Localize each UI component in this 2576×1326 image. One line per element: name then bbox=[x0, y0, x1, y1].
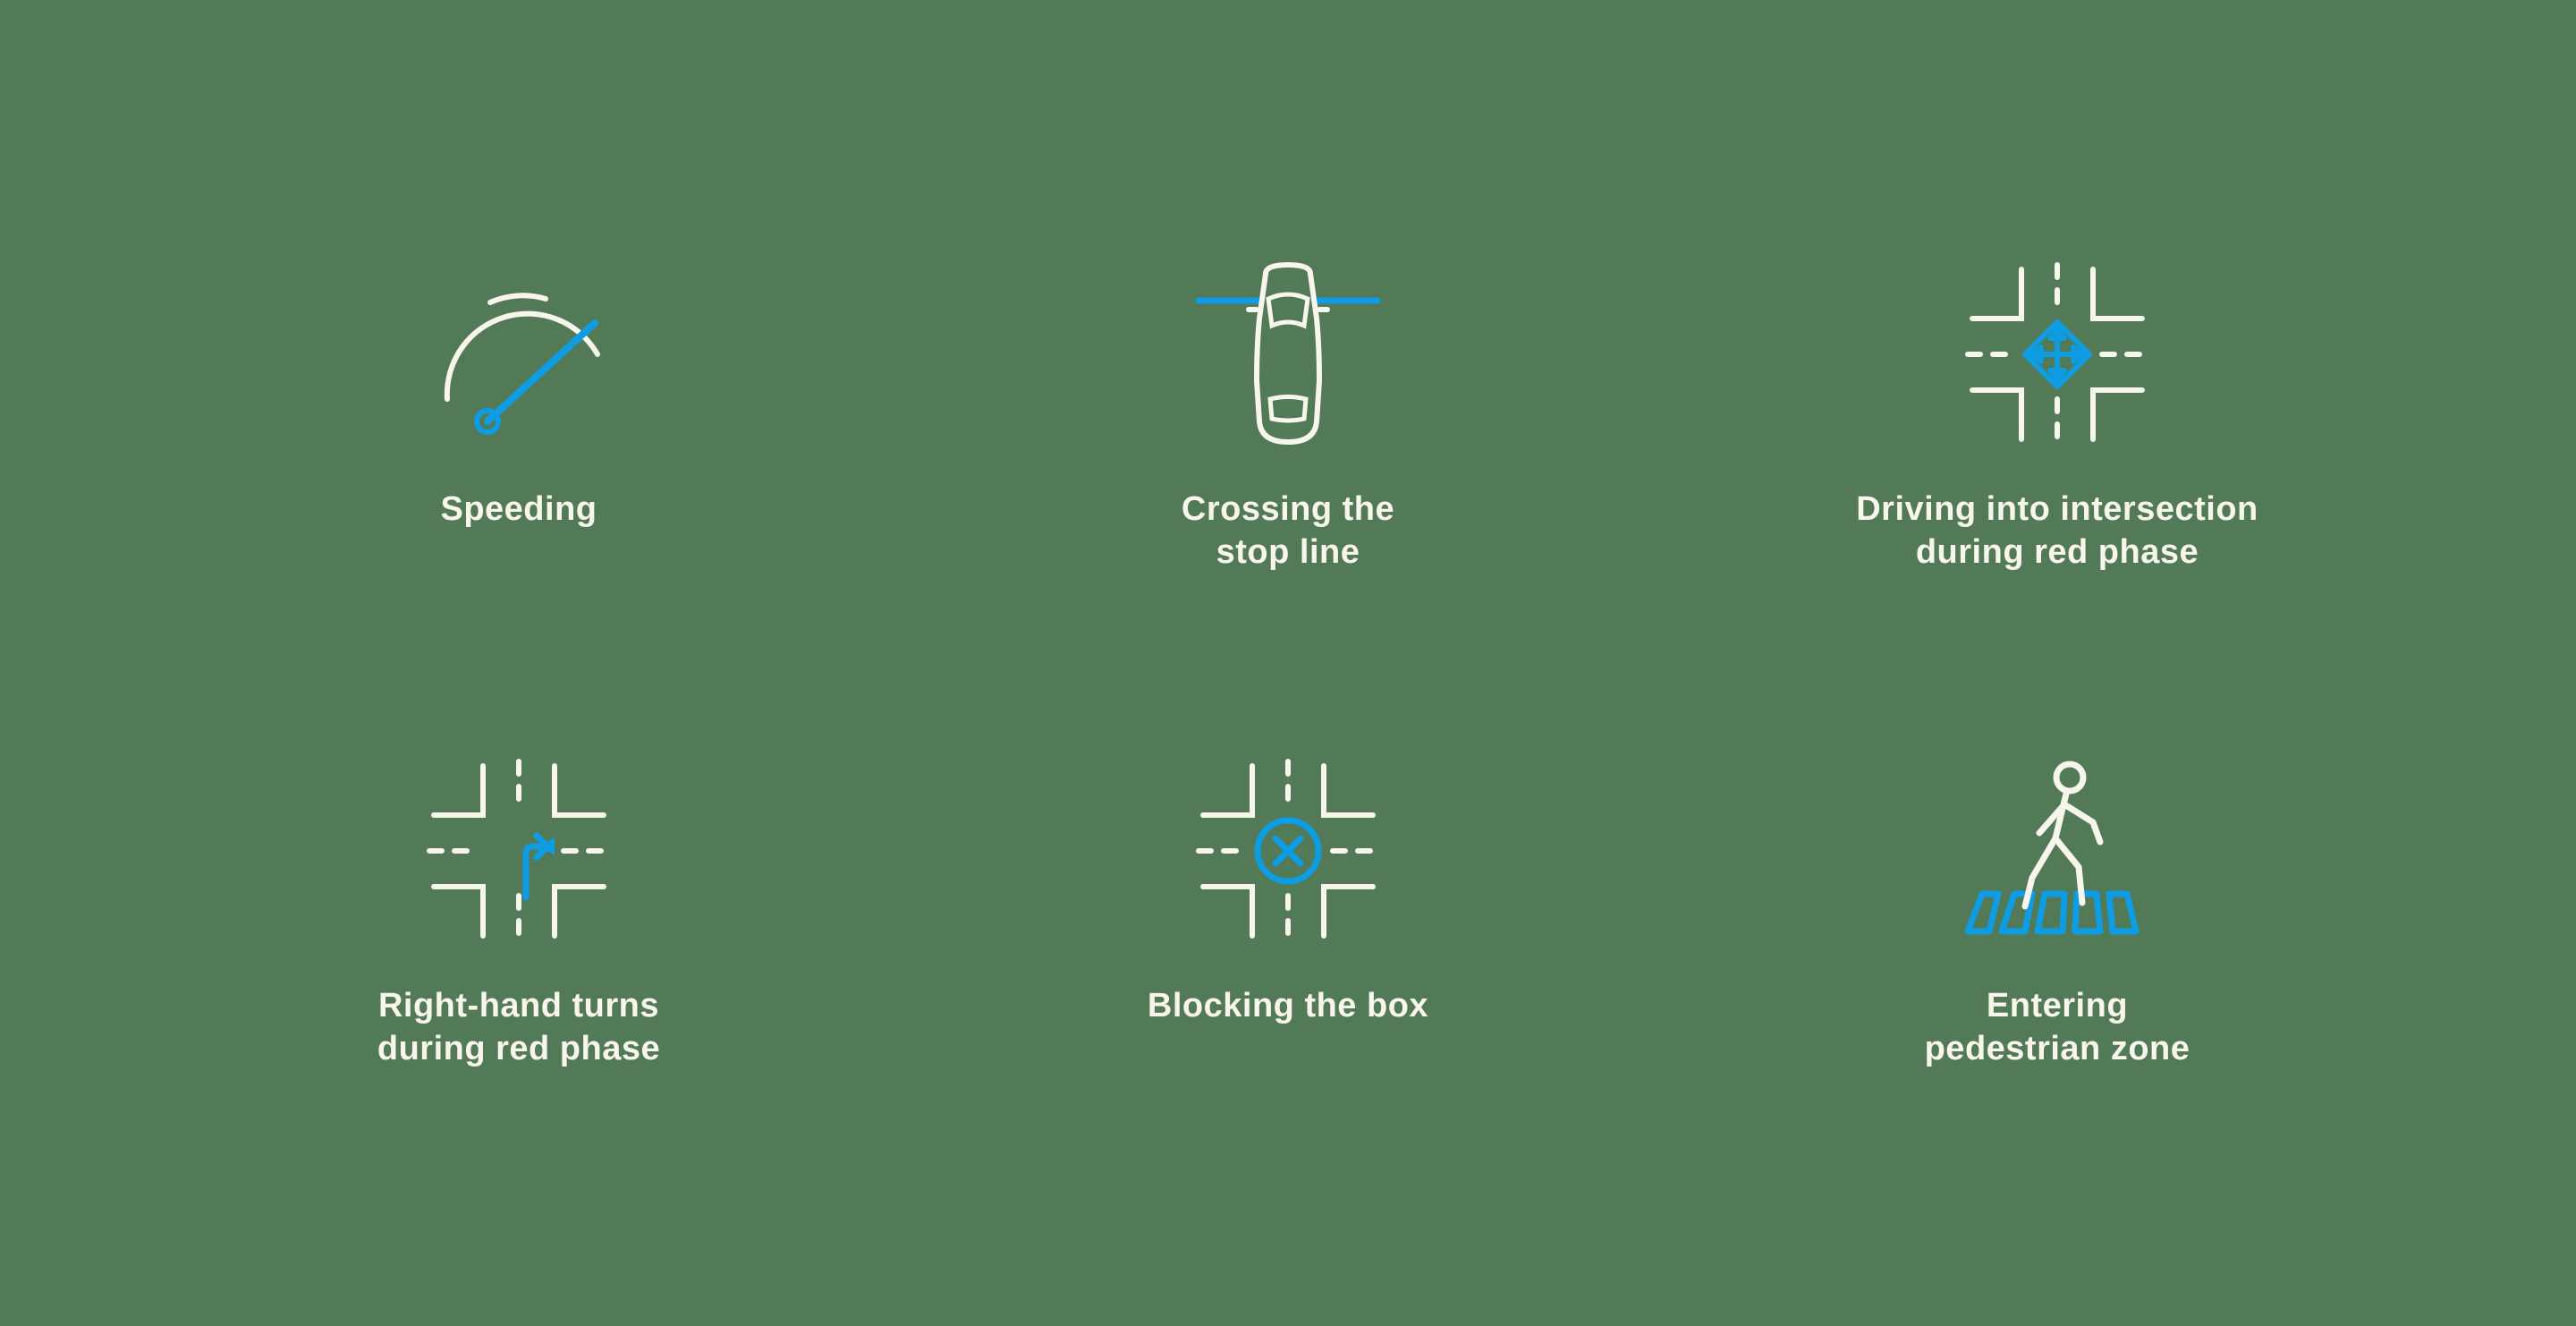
violation-item: Driving into intersection during red pha… bbox=[1807, 256, 2308, 574]
violation-item: Crossing the stop line bbox=[1038, 256, 1538, 574]
violation-label: Blocking the box bbox=[1148, 985, 1428, 1028]
violation-item: Right-hand turns during red phase bbox=[268, 752, 769, 1070]
intersection-red-phase-icon bbox=[1950, 256, 2165, 453]
crossing-stop-line-icon bbox=[1181, 256, 1395, 453]
violation-label: Entering pedestrian zone bbox=[1925, 985, 2190, 1070]
violation-label: Driving into intersection during red pha… bbox=[1856, 489, 2258, 574]
blocking-box-icon bbox=[1181, 752, 1395, 949]
violation-item: Speeding bbox=[268, 256, 769, 574]
right-turn-red-icon bbox=[411, 752, 626, 949]
violation-item: Entering pedestrian zone bbox=[1807, 752, 2308, 1070]
violation-label: Right-hand turns during red phase bbox=[377, 985, 660, 1070]
speeding-icon bbox=[411, 256, 626, 453]
violation-label: Crossing the stop line bbox=[1182, 489, 1394, 574]
violation-label: Speeding bbox=[440, 489, 597, 531]
violations-grid: Speeding Crossing the stop line bbox=[268, 256, 2308, 1070]
pedestrian-zone-icon bbox=[1950, 752, 2165, 949]
violation-item: Blocking the box bbox=[1038, 752, 1538, 1070]
